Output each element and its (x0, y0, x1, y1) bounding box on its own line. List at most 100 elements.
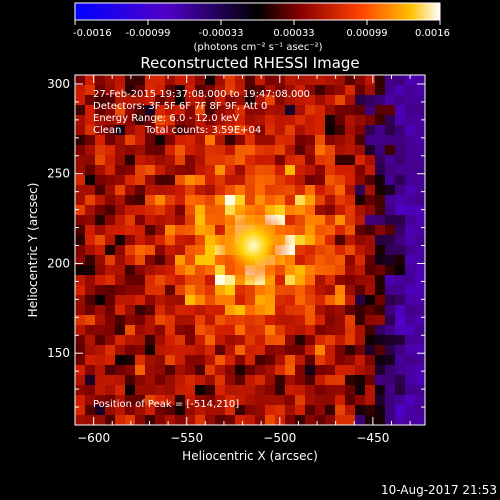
heatmap-cell (85, 295, 95, 305)
heatmap-cell (125, 295, 135, 305)
heatmap-cell (165, 175, 175, 185)
heatmap-cell (315, 85, 325, 95)
heatmap-cell (165, 245, 175, 255)
heatmap-cell (295, 405, 305, 415)
heatmap-cell (305, 335, 315, 345)
heatmap-cell (265, 345, 275, 355)
heatmap-cell (315, 185, 325, 195)
heatmap-cell (345, 365, 355, 375)
heatmap-cell (365, 335, 375, 345)
heatmap-cell (225, 315, 235, 325)
heatmap-cell (295, 105, 305, 115)
heatmap-cell (125, 175, 135, 185)
heatmap-cell (155, 115, 165, 125)
heatmap-cell (355, 285, 365, 295)
y-axis-label: Heliocentric Y (arcsec) (26, 183, 40, 318)
heatmap-cell (325, 315, 335, 325)
heatmap-cell (115, 115, 125, 125)
heatmap-cell (405, 245, 415, 255)
heatmap-cell (385, 235, 395, 245)
heatmap-cell (415, 395, 425, 405)
heatmap-cell (155, 315, 165, 325)
heatmap-cell (135, 165, 145, 175)
heatmap-cell (255, 75, 265, 85)
heatmap-cell (185, 385, 195, 395)
heatmap-cell (365, 85, 375, 95)
heatmap-cell (345, 215, 355, 225)
heatmap-cell (225, 295, 235, 305)
heatmap-cell (405, 85, 415, 95)
heatmap-cell (265, 205, 275, 215)
heatmap-cell (305, 395, 315, 405)
heatmap-cell (105, 135, 115, 145)
heatmap-cell (295, 265, 305, 275)
heatmap-cell (195, 335, 205, 345)
heatmap-cell (125, 125, 135, 135)
heatmap-cell (355, 185, 365, 195)
heatmap-cell (385, 95, 395, 105)
heatmap-cell (265, 125, 275, 135)
heatmap-cell (275, 185, 285, 195)
heatmap-cell (295, 325, 305, 335)
heatmap-cell (325, 95, 335, 105)
heatmap-cell (285, 295, 295, 305)
heatmap-cell (365, 125, 375, 135)
heatmap-cell (95, 395, 105, 405)
heatmap-cell (195, 245, 205, 255)
heatmap-cell (175, 285, 185, 295)
heatmap-cell (275, 275, 285, 285)
heatmap-cell (75, 265, 85, 275)
heatmap-cell (85, 95, 95, 105)
heatmap-cell (245, 355, 255, 365)
heatmap-cell (205, 345, 215, 355)
heatmap-cell (185, 215, 195, 225)
heatmap-cell (385, 295, 395, 305)
heatmap-cell (205, 155, 215, 165)
heatmap-cell (285, 215, 295, 225)
heatmap-cell (355, 275, 365, 285)
x-tick-label: −550 (170, 431, 203, 445)
heatmap-cell (235, 145, 245, 155)
heatmap-cell (405, 385, 415, 395)
heatmap-cell (355, 165, 365, 175)
heatmap-cell (145, 405, 155, 415)
heatmap-cell (175, 165, 185, 175)
heatmap-cell (85, 175, 95, 185)
heatmap-cell (75, 315, 85, 325)
heatmap-cell (325, 115, 335, 125)
heatmap-cell (295, 155, 305, 165)
heatmap-cell (135, 295, 145, 305)
heatmap-cell (135, 305, 145, 315)
heatmap-cell (115, 135, 125, 145)
heatmap-cell (145, 95, 155, 105)
heatmap-cell (75, 215, 85, 225)
heatmap-cell (85, 235, 95, 245)
heatmap-cell (405, 195, 415, 205)
heatmap-cell (405, 265, 415, 275)
heatmap-cell (395, 255, 405, 265)
heatmap-cell (395, 305, 405, 315)
heatmap-cell (235, 355, 245, 365)
heatmap-cell (265, 355, 275, 365)
heatmap-cell (315, 75, 325, 85)
heatmap-cell (225, 105, 235, 115)
heatmap-cell (395, 195, 405, 205)
heatmap-cell (285, 255, 295, 265)
heatmap-cell (225, 395, 235, 405)
heatmap-cell (415, 205, 425, 215)
heatmap-cell (95, 215, 105, 225)
heatmap-cell (225, 385, 235, 395)
heatmap-cell (185, 345, 195, 355)
heatmap-cell (75, 345, 85, 355)
heatmap-cell (145, 355, 155, 365)
colorbar-tick-label: -0.0016 (73, 28, 112, 39)
heatmap-cell (255, 355, 265, 365)
heatmap-cell (105, 265, 115, 275)
heatmap-cell (265, 165, 275, 175)
heatmap-cell (125, 265, 135, 275)
heatmap-cell (175, 115, 185, 125)
heatmap-cell (325, 135, 335, 145)
heatmap-cell (225, 165, 235, 175)
heatmap-cell (135, 215, 145, 225)
heatmap-cell (125, 95, 135, 105)
